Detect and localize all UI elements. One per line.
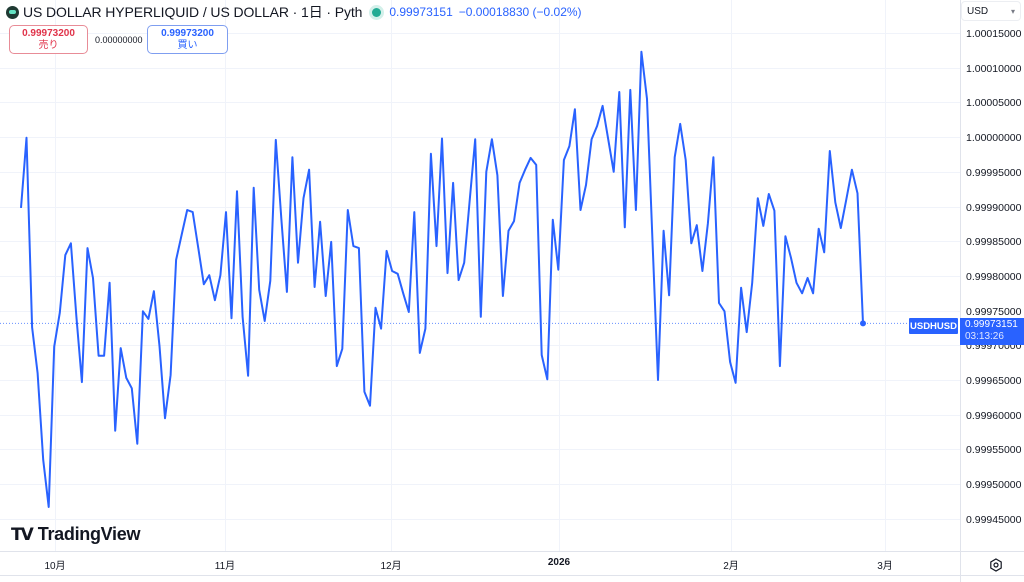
sell-label: 売り [38,39,59,51]
time-axis-label: 11月 [214,561,236,572]
chart-settings-button[interactable] [988,557,1004,573]
time-axis-label: 2026 [547,557,571,568]
symbol-tag: USDHUSD [909,318,958,334]
gear-icon [990,558,1002,572]
spread-value: 0.00000000 [95,34,143,45]
last-price-dot [860,320,866,327]
price-axis-label: 1.00010000 [966,62,1022,75]
buy-price: 0.99973200 [161,27,214,39]
bar-countdown: 03:13:26 [965,331,1004,342]
last-price-tag-value: 0.99973151 [965,319,1018,330]
currency-value: USD [967,5,989,17]
market-status-icon [372,7,382,17]
price-axis-label: 0.99990000 [966,201,1022,214]
symbol-logo-icon [6,5,19,19]
price-axis-label: 1.00015000 [966,27,1022,40]
symbol-title[interactable]: US DOLLAR HYPERLIQUID / US DOLLAR · 1日 ·… [23,4,363,20]
price-axis-label: 0.99965000 [966,374,1022,387]
price-axis-label: 0.99955000 [966,443,1022,456]
chart-grid [0,0,960,551]
time-axis-label: 3月 [877,561,893,572]
price-axis-label: 1.00005000 [966,96,1022,109]
tradingview-logo[interactable]: TV TradingView [11,524,140,545]
price-axis-label: 0.99945000 [966,513,1022,526]
price-change: −0.00018830 (−0.02%) [458,5,582,19]
price-axis-label: 0.99985000 [966,235,1022,248]
price-axis-label: 0.99980000 [966,270,1022,283]
buy-label: 買い [177,39,198,51]
sell-button[interactable]: 0.99973200 売り [9,25,88,54]
last-price: 0.99973151 [389,5,453,19]
price-axis-label: 1.00000000 [966,131,1022,144]
chevron-down-icon: ▾ [1010,6,1015,16]
last-price-tag: 0.99973151 03:13:26 [960,318,1024,345]
price-line-series [20,50,864,508]
currency-selector[interactable]: USD ▾ [961,1,1021,21]
tradingview-mark-icon: TV [11,524,34,545]
price-axis-label: 0.99960000 [966,409,1022,422]
symbol-legend: US DOLLAR HYPERLIQUID / US DOLLAR · 1日 ·… [6,3,582,21]
price-axis-label: 0.99995000 [966,166,1022,179]
time-axis-label: 2月 [723,561,739,572]
trade-buttons: 0.99973200 売り 0.00000000 0.99973200 買い [9,25,228,54]
sell-price: 0.99973200 [22,27,75,39]
time-axis-label: 10月 [44,561,66,572]
tradingview-wordmark: TradingView [37,524,141,544]
time-axis-label: 12月 [380,561,402,572]
buy-button[interactable]: 0.99973200 買い [147,25,228,54]
price-axis-label: 0.99950000 [966,478,1022,491]
price-axis-label: 0.99975000 [966,305,1022,318]
